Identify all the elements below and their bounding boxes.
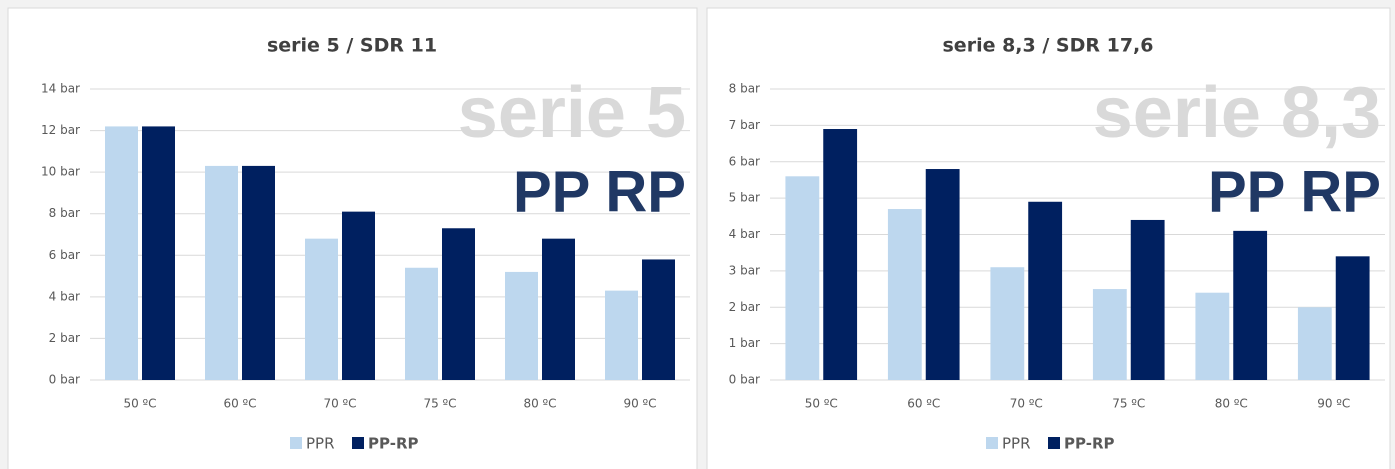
bar — [305, 238, 338, 380]
x-tick-label: 60 ºC — [907, 397, 940, 411]
x-tick-label: 80 ºC — [523, 397, 556, 411]
y-tick-label: 5 bar — [729, 191, 760, 205]
y-tick-label: 8 bar — [49, 206, 80, 220]
legend-label: PPR — [306, 435, 335, 453]
watermark: serie 8,3 — [1093, 73, 1381, 153]
y-tick-label: 4 bar — [49, 289, 80, 303]
bar — [242, 165, 275, 380]
bar — [925, 169, 960, 380]
watermark: PP RP — [1208, 159, 1381, 224]
y-tick-label: 2 bar — [49, 331, 80, 345]
bar — [1195, 292, 1230, 380]
bar — [542, 238, 575, 380]
x-tick-label: 60 ºC — [223, 397, 256, 411]
bar — [205, 165, 238, 380]
legend-swatch — [986, 437, 998, 449]
bar — [990, 267, 1025, 380]
bar — [1335, 256, 1370, 380]
bar — [887, 209, 922, 380]
bar — [785, 176, 820, 380]
y-tick-label: 3 bar — [729, 263, 760, 277]
chart-title: serie 8,3 / SDR 17,6 — [943, 35, 1154, 57]
x-tick-label: 70 ºC — [1010, 397, 1043, 411]
x-tick-label: 80 ºC — [1215, 397, 1248, 411]
bar — [1233, 230, 1268, 380]
x-tick-label: 50 ºC — [805, 397, 838, 411]
x-tick-label: 90 ºC — [623, 397, 656, 411]
bar — [405, 267, 438, 380]
y-tick-label: 7 bar — [729, 118, 760, 132]
bar — [505, 271, 538, 380]
y-tick-label: 2 bar — [729, 300, 760, 314]
y-tick-label: 8 bar — [729, 82, 760, 96]
legend-label: PP-RP — [1064, 435, 1115, 453]
chart-title: serie 5 / SDR 11 — [267, 35, 437, 57]
bar — [142, 126, 175, 381]
x-tick-label: 50 ºC — [123, 397, 156, 411]
legend-swatch — [290, 437, 302, 449]
bar — [1297, 307, 1332, 380]
y-tick-label: 4 bar — [729, 227, 760, 241]
y-tick-label: 0 bar — [49, 373, 80, 387]
watermark: serie 5 — [458, 73, 686, 153]
x-tick-label: 75 ºC — [423, 397, 456, 411]
bar — [342, 211, 375, 380]
y-tick-label: 6 bar — [729, 154, 760, 168]
x-tick-label: 70 ºC — [323, 397, 356, 411]
y-tick-label: 1 bar — [729, 336, 760, 350]
bar — [642, 259, 675, 380]
y-tick-label: 0 bar — [729, 373, 760, 387]
y-tick-label: 14 bar — [41, 82, 80, 96]
bar — [605, 290, 638, 380]
legend-swatch — [1048, 437, 1060, 449]
y-tick-label: 6 bar — [49, 248, 80, 262]
x-tick-label: 75 ºC — [1112, 397, 1145, 411]
bar — [105, 126, 138, 381]
bar — [1092, 289, 1127, 380]
watermark: PP RP — [513, 159, 686, 224]
legend-label: PPR — [1002, 435, 1031, 453]
x-tick-label: 90 ºC — [1317, 397, 1350, 411]
legend-label: PP-RP — [368, 435, 419, 453]
bar — [442, 228, 475, 380]
y-tick-label: 10 bar — [41, 165, 80, 179]
bar — [823, 129, 858, 380]
legend-swatch — [352, 437, 364, 449]
bar — [1028, 201, 1063, 380]
y-tick-label: 12 bar — [41, 123, 80, 137]
bar — [1130, 219, 1165, 380]
